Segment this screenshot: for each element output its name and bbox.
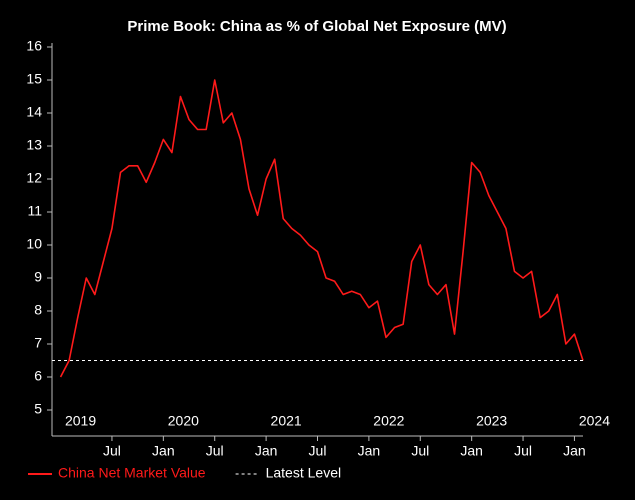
- y-tick-label: 10: [26, 236, 42, 252]
- x-tick-label: Jul: [103, 443, 121, 459]
- chart-title: Prime Book: China as % of Global Net Exp…: [127, 18, 506, 35]
- y-tick-label: 16: [26, 38, 42, 54]
- y-tick-label: 6: [34, 368, 42, 384]
- x-tick-label: Jul: [309, 443, 327, 459]
- y-tick-label: 7: [34, 335, 42, 351]
- y-tick-label: 14: [26, 104, 42, 120]
- year-label: 2021: [271, 413, 302, 429]
- y-tick-label: 15: [26, 71, 42, 87]
- y-tick-label: 12: [26, 170, 42, 186]
- year-label: 2019: [65, 413, 96, 429]
- x-tick-label: Jan: [152, 443, 175, 459]
- legend-label: China Net Market Value: [58, 465, 206, 481]
- y-tick-label: 13: [26, 137, 42, 153]
- legend-label: Latest Level: [266, 465, 342, 481]
- x-tick-label: Jul: [514, 443, 532, 459]
- x-tick-label: Jul: [411, 443, 429, 459]
- data-line: [59, 79, 584, 378]
- year-label: 2023: [476, 413, 507, 429]
- y-tick-label: 9: [34, 269, 42, 285]
- y-tick-label: 5: [34, 401, 42, 417]
- year-label: 2024: [579, 413, 610, 429]
- x-tick-label: Jul: [206, 443, 224, 459]
- year-label: 2020: [168, 413, 199, 429]
- y-tick-label: 11: [27, 203, 42, 219]
- x-tick-label: Jan: [358, 443, 381, 459]
- x-tick-label: Jan: [563, 443, 586, 459]
- x-tick-label: Jan: [460, 443, 483, 459]
- year-label: 2022: [373, 413, 404, 429]
- y-tick-label: 8: [34, 302, 42, 318]
- x-tick-label: Jan: [255, 443, 278, 459]
